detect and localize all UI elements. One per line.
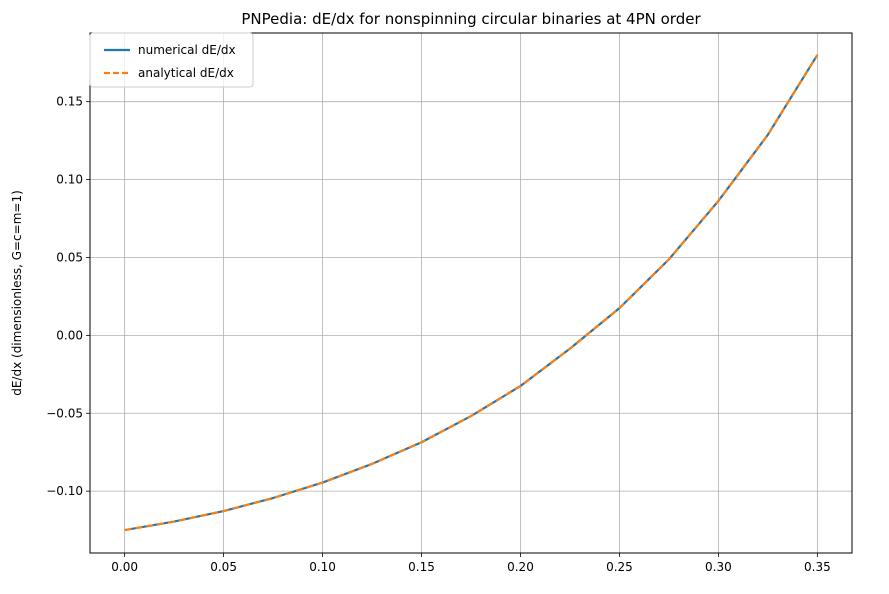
legend: numerical dE/dx analytical dE/dx xyxy=(89,32,254,88)
y-tick-label: 0.05 xyxy=(56,250,83,264)
legend-label-analytical: analytical dE/dx xyxy=(138,66,234,80)
chart-title: PNPedia: dE/dx for nonspinning circular … xyxy=(241,10,701,28)
x-tick-label: 0.30 xyxy=(705,560,732,574)
y-ticks: −0.10 −0.05 0.00 0.05 0.10 0.15 xyxy=(46,95,90,498)
x-ticks: 0.00 0.05 0.10 0.15 0.20 0.25 0.30 0.35 xyxy=(111,553,831,574)
x-tick-label: 0.20 xyxy=(507,560,534,574)
y-tick-label: −0.05 xyxy=(46,406,83,420)
x-tick-label: 0.35 xyxy=(804,560,831,574)
y-tick-label: −0.10 xyxy=(46,484,83,498)
x-tick-label: 0.10 xyxy=(309,560,336,574)
y-tick-label: 0.10 xyxy=(56,173,83,187)
x-tick-label: 0.25 xyxy=(606,560,633,574)
x-tick-label: 0.00 xyxy=(111,560,138,574)
grid xyxy=(90,33,852,553)
y-axis-label: dE/dx (dimensionless, G=c=m=1) xyxy=(10,190,24,396)
y-tick-label: 0.15 xyxy=(56,95,83,109)
axes-frame xyxy=(89,32,853,554)
x-tick-label: 0.15 xyxy=(408,560,435,574)
y-tick-label: 0.00 xyxy=(56,328,83,342)
x-tick-label: 0.05 xyxy=(210,560,237,574)
series-line-analytical xyxy=(124,54,819,532)
legend-label-numerical: numerical dE/dx xyxy=(138,43,236,57)
series-layer xyxy=(124,54,819,532)
legend-box xyxy=(89,32,254,88)
